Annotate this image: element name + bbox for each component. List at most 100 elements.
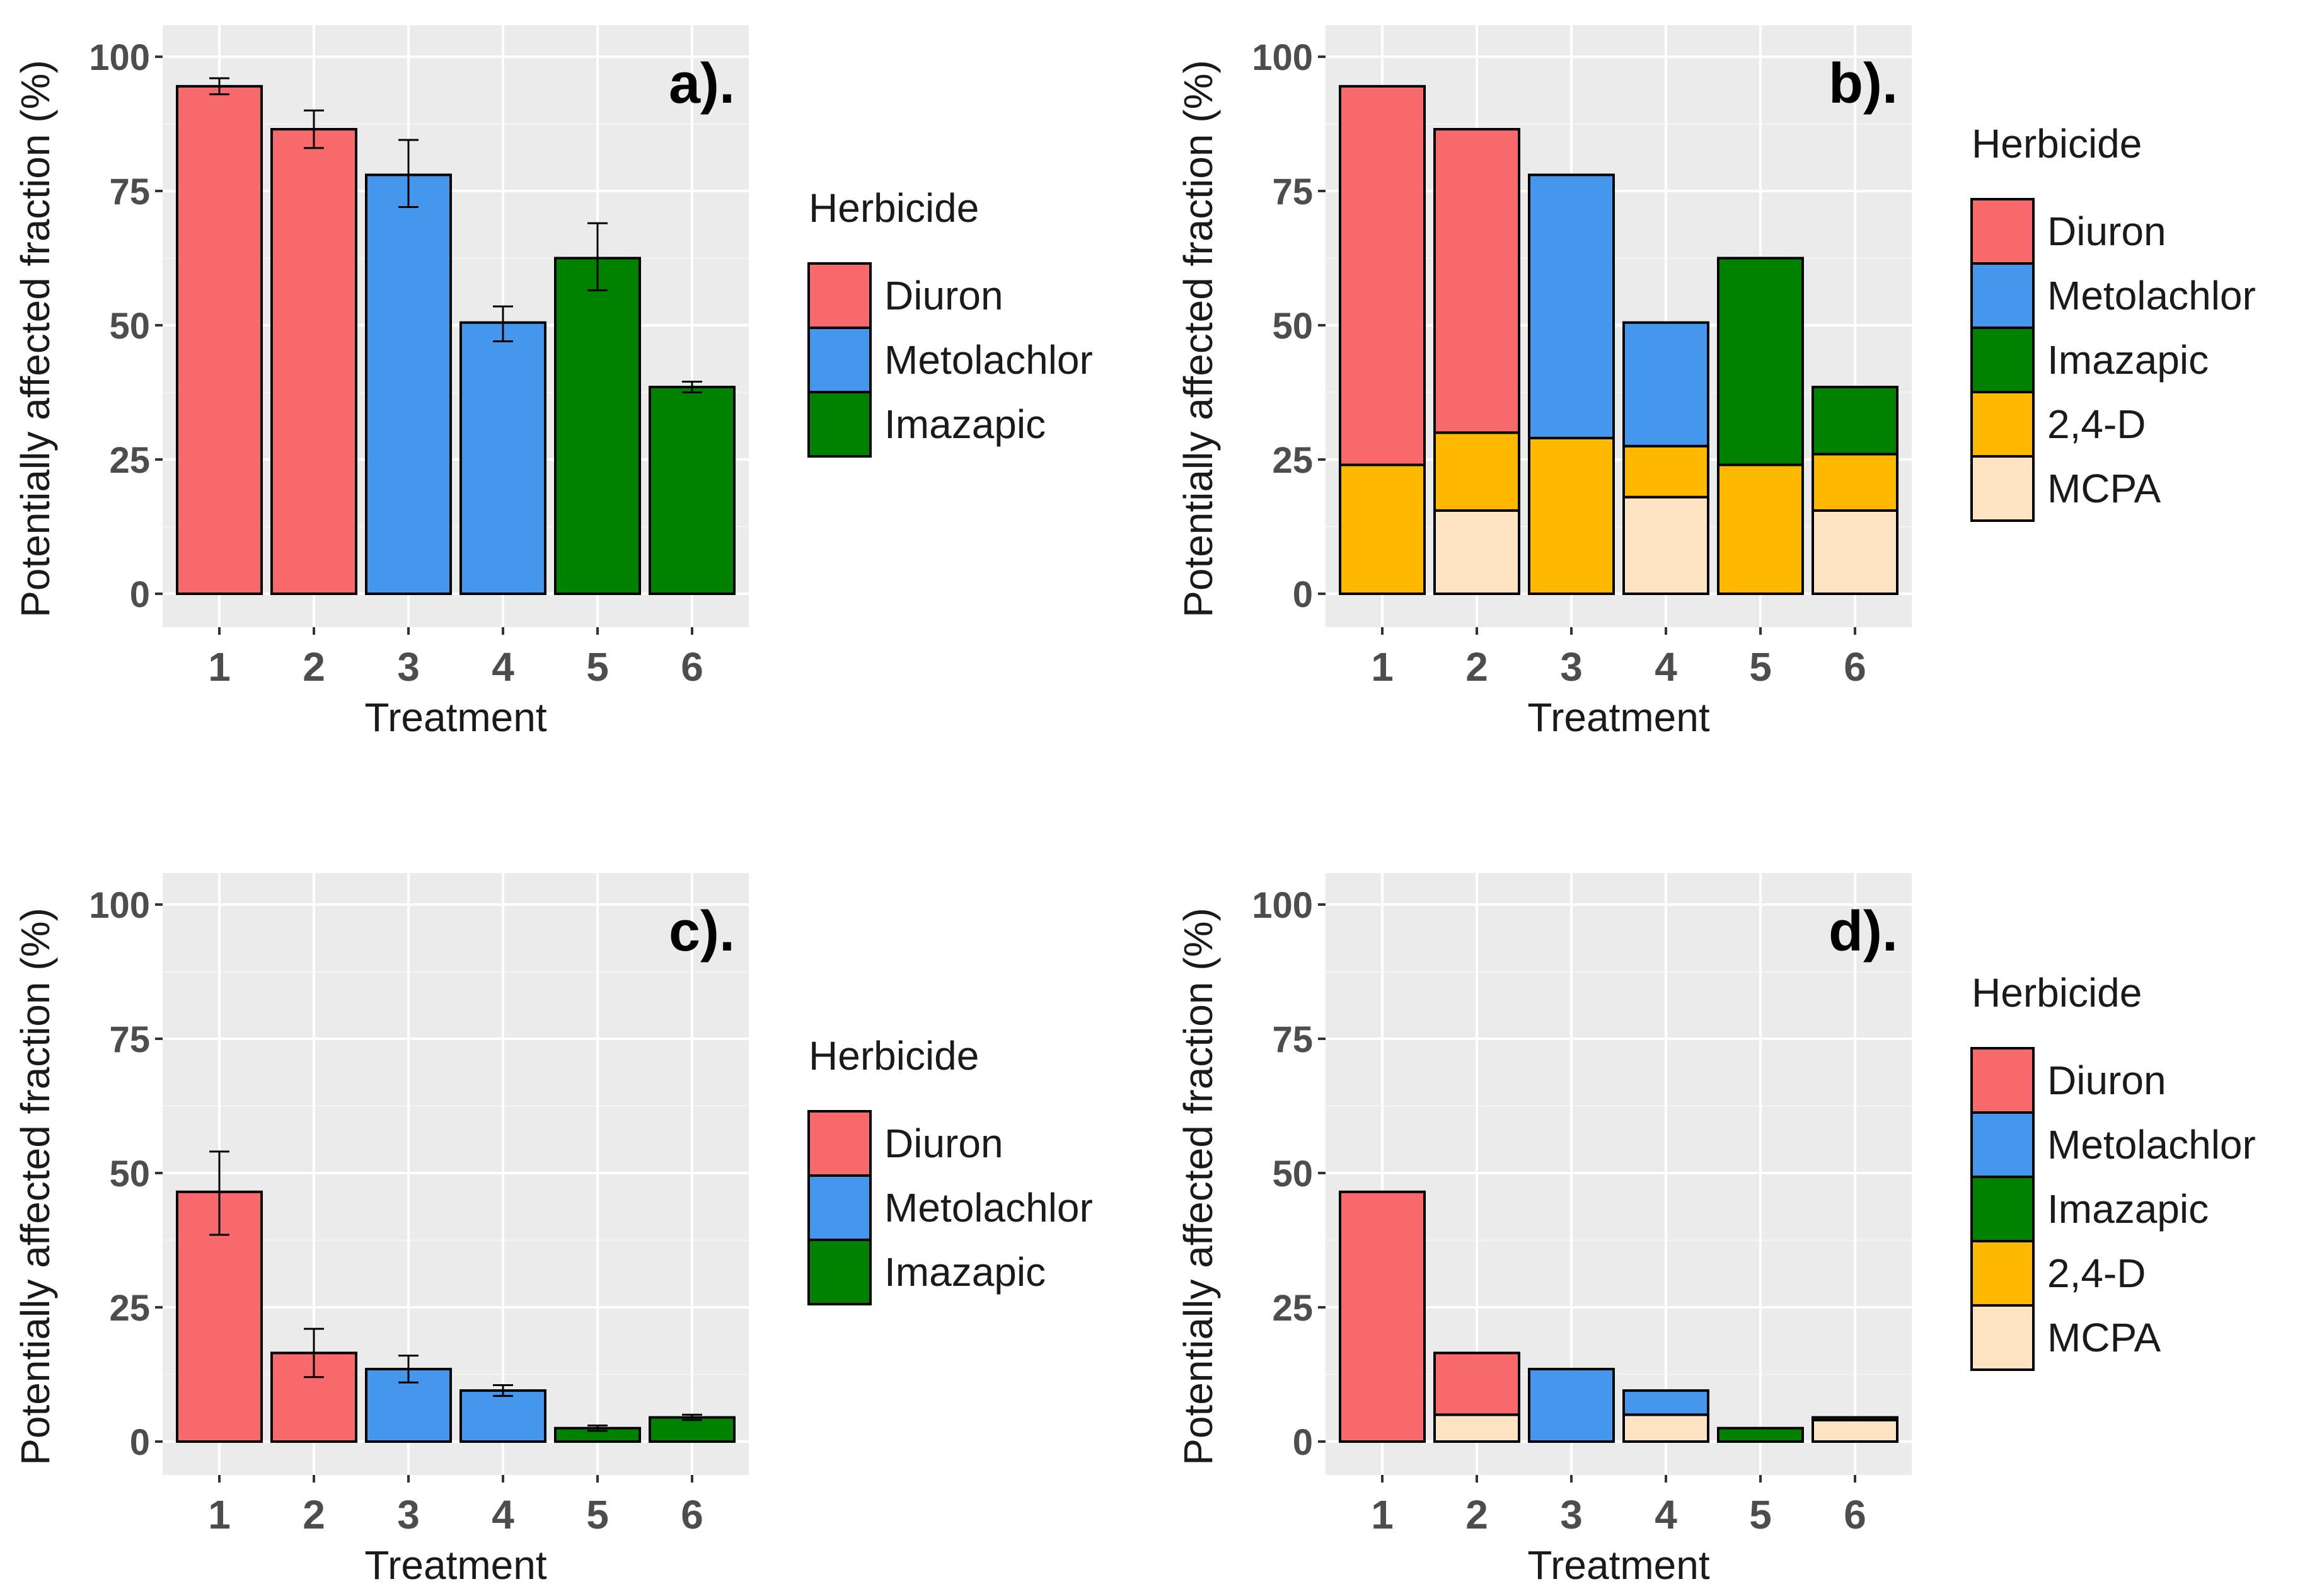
y-axis-title: Potentially affected fraction (%) — [13, 60, 58, 618]
panel-label: c). — [669, 900, 735, 963]
x-tick-label: 3 — [397, 644, 420, 690]
y-tick-label: 25 — [109, 440, 150, 481]
x-tick-label: 6 — [681, 644, 703, 690]
x-tick-label: 1 — [1371, 1492, 1394, 1537]
y-tick-label: 50 — [109, 306, 150, 347]
bar-segment-diuron-treatment-2 — [1433, 1351, 1520, 1416]
x-tick-label: 1 — [208, 1492, 231, 1537]
legend-item-imazapic: Imazapic — [1970, 1176, 2209, 1242]
bar-segment-24d-treatment-2 — [1433, 431, 1520, 512]
bar-segment-mcpa-treatment-6 — [1812, 1418, 1898, 1443]
bar-segment-diuron-treatment-1 — [1339, 84, 1426, 466]
legend-label: MCPA — [2047, 1315, 2161, 1360]
y-tick-label: 100 — [89, 885, 150, 926]
error-bar-treatment-1 — [209, 1150, 229, 1236]
bar-segment-metolachlor-treatment-4 — [1622, 321, 1709, 448]
panel-label: b). — [1829, 52, 1898, 115]
x-axis-title: Treatment — [364, 1542, 547, 1588]
bar-treatment-6 — [649, 385, 736, 595]
x-tick-label: 3 — [1560, 644, 1583, 690]
x-tick-label: 2 — [1465, 644, 1488, 690]
error-bar-treatment-2 — [304, 109, 324, 149]
x-tick-label: 4 — [492, 644, 514, 690]
y-axis-title: Potentially affected fraction (%) — [1176, 60, 1221, 618]
y-tick-label: 50 — [1272, 1154, 1313, 1194]
legend-label: Metolachlor — [2047, 1122, 2256, 1167]
legend-label: Metolachlor — [884, 337, 1093, 383]
error-bar-treatment-5 — [587, 1424, 608, 1432]
y-tick-label: 100 — [1252, 37, 1313, 78]
legend-label: Metolachlor — [2047, 273, 2256, 318]
legend-label: Imazapic — [884, 1249, 1046, 1295]
bar-treatment-3 — [365, 173, 452, 595]
bar-segment-mcpa-treatment-4 — [1622, 1413, 1709, 1443]
legend-label: Imazapic — [884, 402, 1046, 447]
legend-item-metolachlor: Metolachlor — [807, 1174, 1093, 1241]
legend-key — [1970, 327, 2035, 393]
error-bar-treatment-6 — [682, 380, 702, 393]
legend-key — [1970, 1240, 2035, 1307]
chart-panel-2: 0 25 50 75 100 1 2 3 4 5 6 Treatment Potentially aff… — [1176, 25, 1912, 740]
error-bar-treatment-3 — [398, 139, 419, 209]
x-tick-label: 3 — [397, 1492, 420, 1537]
bar-segment-24d-treatment-6 — [1812, 453, 1898, 512]
y-tick-label: 100 — [89, 37, 150, 78]
legend-item-imazapic: Imazapic — [807, 391, 1046, 458]
y-tick-label: 100 — [1252, 885, 1313, 926]
y-tick-label: 75 — [109, 1019, 150, 1060]
legend-panel-4: Herbicide Diuron Metolachlor Imazapic 2,4-D M… — [1970, 970, 2256, 1371]
chart-panel-3: 0 25 50 75 100 1 2 3 4 5 6 Treatment Potentially aff… — [13, 873, 749, 1588]
legend-key — [807, 1110, 872, 1177]
legend-label: Metolachlor — [884, 1185, 1093, 1230]
legend-key — [807, 1174, 872, 1241]
legend-item-metolachlor: Metolachlor — [1970, 1111, 2256, 1178]
bar-segment-mcpa-treatment-2 — [1433, 509, 1520, 595]
chart-panel-1: 0 25 50 75 100 1 2 3 4 5 6 Treatment Potentially aff… — [13, 25, 749, 740]
x-tick-label: 5 — [586, 1492, 609, 1537]
legend-title: Herbicide — [809, 1033, 979, 1078]
legend-panel-2: Herbicide Diuron Metolachlor Imazapic 2,4-D M… — [1970, 121, 2256, 522]
bar-segment-metolachlor-treatment-4 — [1622, 1389, 1709, 1416]
x-axis-title: Treatment — [364, 695, 547, 740]
panel-label: d). — [1829, 900, 1898, 963]
bar-segment-metolachlor-treatment-3 — [1528, 173, 1615, 439]
legend-item-diuron: Diuron — [807, 1110, 1003, 1177]
error-bar-treatment-4 — [493, 305, 513, 343]
y-tick-label: 50 — [1272, 306, 1313, 347]
y-tick-label: 0 — [130, 1422, 150, 1463]
error-bar-treatment-5 — [587, 222, 608, 292]
y-tick-label: 0 — [1293, 1422, 1313, 1463]
legend-item-metolachlor: Metolachlor — [807, 327, 1093, 393]
bar-treatment-4 — [459, 321, 546, 595]
bar-segment-mcpa-treatment-6 — [1812, 509, 1898, 595]
legend-key — [807, 1239, 872, 1305]
legend-key — [1970, 1047, 2035, 1114]
legend-item-mcpa: MCPA — [1970, 1304, 2161, 1371]
bar-segment-24d-treatment-1 — [1339, 463, 1426, 596]
legend-label: Diuron — [2047, 209, 2166, 254]
bar-treatment-6 — [649, 1416, 736, 1443]
legend-key — [807, 391, 872, 458]
y-axis-title: Potentially affected fraction (%) — [13, 908, 58, 1466]
x-tick-label: 2 — [303, 1492, 325, 1537]
y-tick-label: 25 — [1272, 1288, 1313, 1329]
bar-segment-diuron-treatment-1 — [1339, 1190, 1426, 1443]
legend-item-diuron: Diuron — [1970, 198, 2166, 265]
bar-segment-24d-treatment-3 — [1528, 436, 1615, 595]
legend-item-mcpa: MCPA — [1970, 455, 2161, 522]
error-bar-treatment-3 — [398, 1355, 419, 1384]
error-bar-treatment-6 — [682, 1413, 702, 1421]
bar-segment-24d-treatment-5 — [1717, 463, 1804, 596]
error-bar-treatment-1 — [209, 77, 229, 96]
legend-key — [807, 262, 872, 329]
legend-key — [1970, 1304, 2035, 1371]
x-tick-label: 2 — [1465, 1492, 1488, 1537]
legend-item-imazapic: Imazapic — [807, 1239, 1046, 1305]
legend-label: MCPA — [2047, 466, 2161, 511]
bar-segment-imazapic-treatment-5 — [1717, 257, 1804, 466]
legend-panel-3: Herbicide Diuron Metolachlor Imazapic — [807, 1033, 1093, 1305]
legend-label: Diuron — [884, 1121, 1003, 1166]
y-tick-label: 0 — [1293, 574, 1313, 615]
x-tick-label: 4 — [492, 1492, 514, 1537]
legend-item-24d: 2,4-D — [1970, 1240, 2146, 1307]
